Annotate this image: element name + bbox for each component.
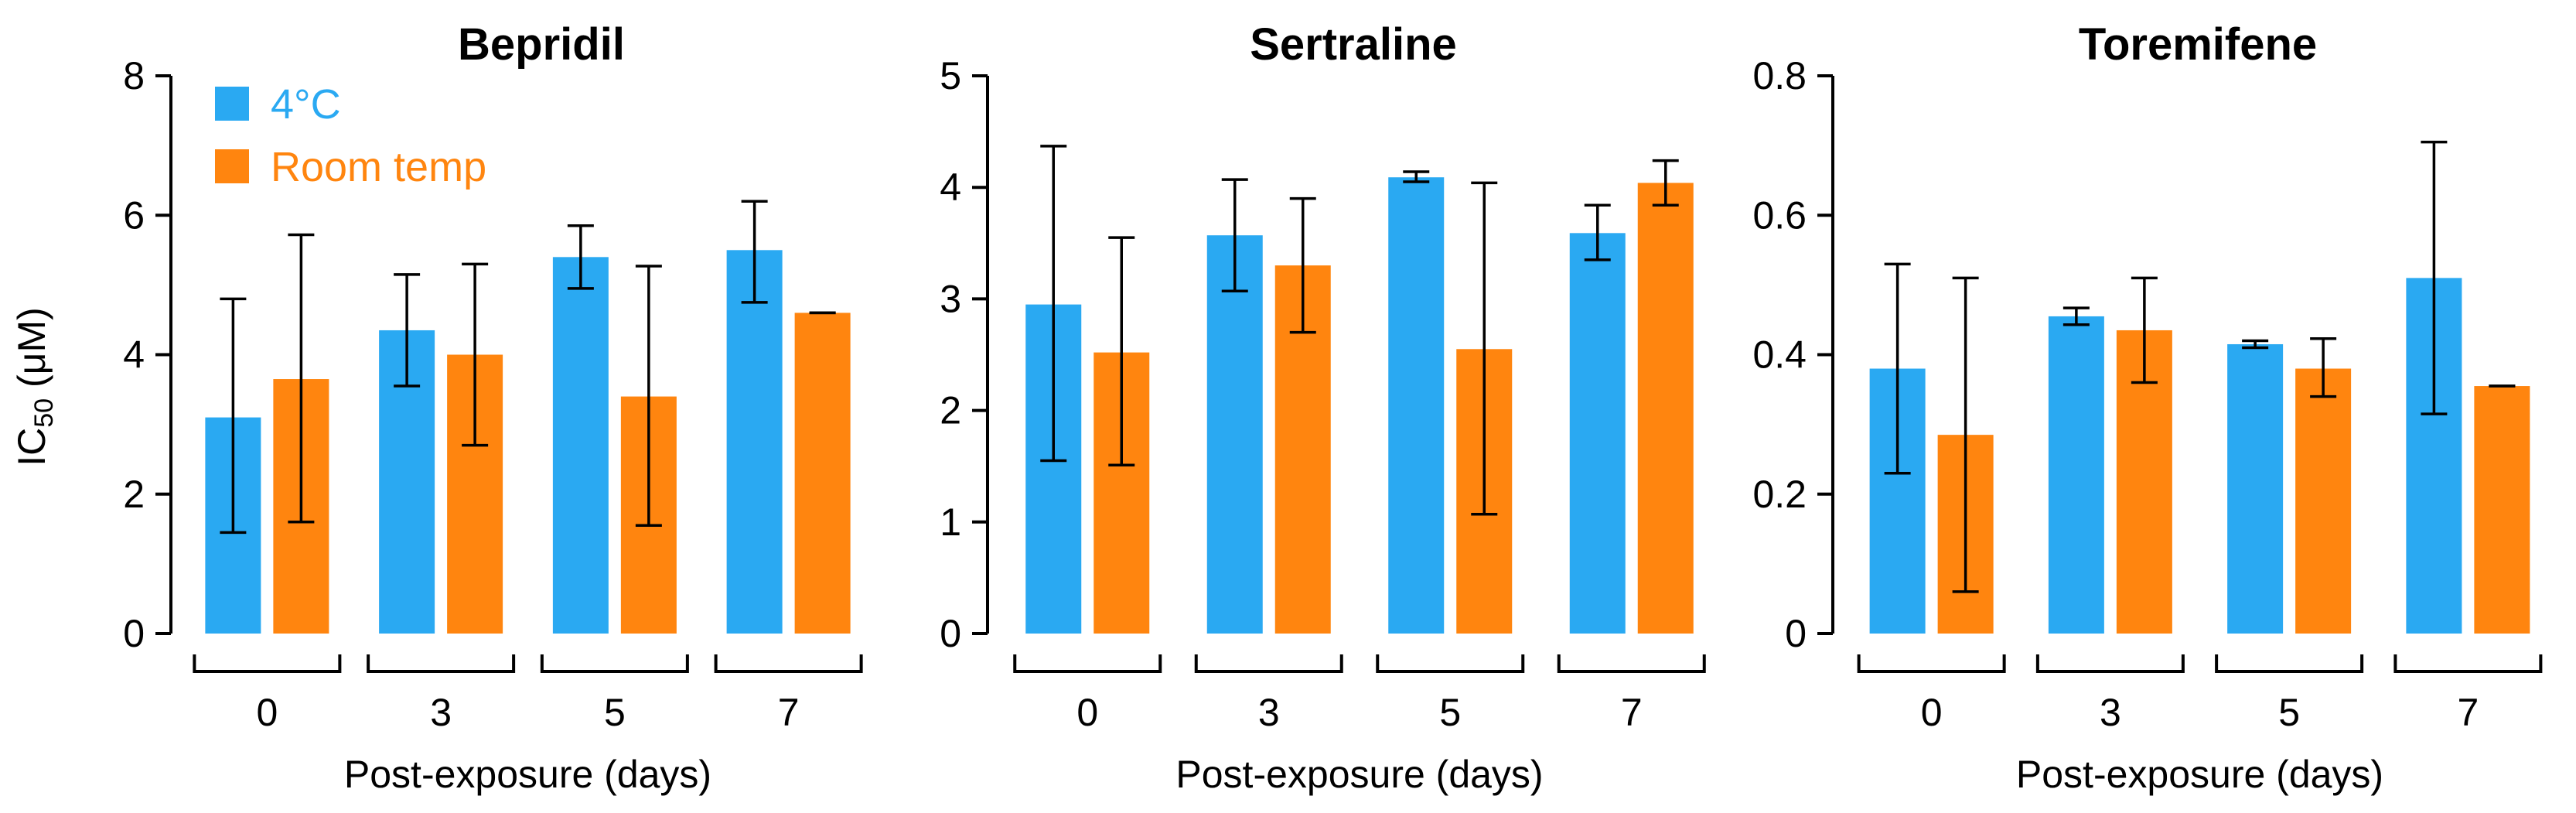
y-tick-label-bepridil-0: 0 bbox=[123, 612, 145, 655]
legend-swatch-room-temp bbox=[215, 149, 249, 183]
panel-toremifene: Toremifene 0 0.2 0.4 0.6 0.8 0 3 5 7 Post-exposure… bbox=[1752, 19, 2543, 796]
bar-sertraline-4c-day-5 bbox=[1388, 177, 1445, 634]
x-group-bracket-bepridil-day-3 bbox=[367, 654, 516, 673]
x-tick-label-sertraline-day-3: 3 bbox=[1258, 691, 1280, 734]
y-tick-label-bepridil-3: 6 bbox=[123, 193, 145, 237]
x-tick-label-bepridil-day-5: 5 bbox=[604, 691, 626, 734]
y-tick-label-bepridil-2: 4 bbox=[123, 333, 145, 377]
bar-bepridil-4c-day-5 bbox=[552, 257, 609, 634]
error-bar-bepridil-4c-day-0 bbox=[220, 297, 247, 535]
x-group-bracket-bepridil-day-7 bbox=[714, 654, 863, 673]
bar-bepridil-room-temp-day-7 bbox=[794, 313, 851, 634]
x-tick-label-sertraline-day-7: 7 bbox=[1621, 691, 1643, 734]
x-axis-label-bepridil: Post-exposure (days) bbox=[344, 753, 711, 796]
error-bar-bepridil-room-temp-day-0 bbox=[288, 233, 315, 524]
y-axis-label-unit: (μM) bbox=[10, 307, 53, 398]
x-group-bracket-toremifene-day-3 bbox=[2035, 654, 2185, 673]
panel-sertraline: Sertraline 0 1 2 3 4 5 0 3 5 7 Post-exposure (days) bbox=[940, 19, 1706, 796]
y-tick-label-sertraline-2: 2 bbox=[940, 389, 961, 432]
x-tick-label-toremifene-day-7: 7 bbox=[2457, 691, 2479, 734]
x-tick-label-bepridil-day-0: 0 bbox=[256, 691, 278, 734]
bar-toremifene-room-temp-day-7 bbox=[2474, 386, 2530, 634]
error-bar-sertraline-room-temp-day-5 bbox=[1471, 181, 1498, 516]
error-bar-sertraline-4c-day-5 bbox=[1403, 170, 1430, 183]
x-tick-label-toremifene-day-0: 0 bbox=[1921, 691, 1943, 734]
error-bar-sertraline-room-temp-day-7 bbox=[1652, 159, 1679, 207]
error-bar-toremifene-room-temp-day-5 bbox=[2310, 337, 2337, 398]
error-bar-sertraline-4c-day-7 bbox=[1584, 203, 1611, 261]
error-bar-toremifene-4c-day-5 bbox=[2242, 339, 2269, 350]
error-bar-bepridil-4c-day-7 bbox=[741, 200, 768, 304]
error-bar-toremifene-4c-day-0 bbox=[1884, 262, 1911, 475]
bar-sertraline-4c-day-3 bbox=[1206, 235, 1263, 634]
error-bar-sertraline-room-temp-day-3 bbox=[1289, 196, 1316, 334]
x-group-bracket-sertraline-day-5 bbox=[1376, 654, 1525, 673]
bar-toremifene-4c-day-5 bbox=[2227, 343, 2284, 634]
legend: 4°C Room temp bbox=[215, 81, 486, 190]
y-tick-label-toremifene-1: 0.2 bbox=[1752, 473, 1807, 516]
x-group-bracket-toremifene-day-7 bbox=[2393, 654, 2543, 673]
error-bar-bepridil-4c-day-5 bbox=[567, 224, 594, 290]
x-group-bracket-sertraline-day-7 bbox=[1557, 654, 1706, 673]
x-axis-label-toremifene: Post-exposure (days) bbox=[2016, 753, 2383, 796]
x-tick-label-sertraline-day-5: 5 bbox=[1439, 691, 1461, 734]
y-tick-label-sertraline-0: 0 bbox=[940, 612, 961, 655]
legend-label-room-temp: Room temp bbox=[271, 144, 486, 190]
chart-title-bepridil: Bepridil bbox=[458, 19, 625, 70]
error-bar-sertraline-4c-day-0 bbox=[1040, 145, 1067, 463]
x-tick-label-toremifene-day-5: 5 bbox=[2278, 691, 2300, 734]
y-tick-label-toremifene-0: 0 bbox=[1785, 612, 1807, 655]
y-tick-label-toremifene-2: 0.4 bbox=[1752, 333, 1807, 377]
y-tick-label-sertraline-3: 3 bbox=[940, 277, 961, 320]
chart-title-sertraline: Sertraline bbox=[1250, 19, 1457, 70]
error-bar-toremifene-4c-day-3 bbox=[2063, 306, 2090, 326]
y-tick-label-toremifene-3: 0.6 bbox=[1752, 193, 1807, 237]
x-group-bracket-bepridil-day-5 bbox=[540, 654, 689, 673]
x-group-bracket-sertraline-day-0 bbox=[1013, 654, 1162, 673]
x-group-bracket-bepridil-day-0 bbox=[193, 654, 342, 673]
x-group-bracket-sertraline-day-3 bbox=[1194, 654, 1343, 673]
x-tick-label-sertraline-day-0: 0 bbox=[1076, 691, 1098, 734]
x-tick-label-bepridil-day-3: 3 bbox=[430, 691, 452, 734]
error-bar-bepridil-room-temp-day-3 bbox=[462, 262, 489, 447]
x-group-bracket-toremifene-day-5 bbox=[2215, 654, 2364, 673]
y-tick-label-sertraline-4: 4 bbox=[940, 166, 961, 209]
chart-title-toremifene: Toremifene bbox=[2079, 19, 2317, 70]
error-bar-bepridil-4c-day-3 bbox=[394, 273, 421, 388]
x-tick-label-bepridil-day-7: 7 bbox=[778, 691, 800, 734]
error-bar-sertraline-4c-day-3 bbox=[1221, 178, 1248, 293]
x-tick-label-toremifene-day-3: 3 bbox=[2100, 691, 2121, 734]
y-tick-label-bepridil-4: 8 bbox=[123, 54, 145, 97]
x-group-bracket-toremifene-day-0 bbox=[1857, 654, 2006, 673]
bar-sertraline-4c-day-7 bbox=[1569, 233, 1626, 634]
bar-toremifene-4c-day-3 bbox=[2048, 316, 2104, 634]
legend-swatch-4c bbox=[215, 87, 249, 121]
legend-label-4c: 4°C bbox=[271, 81, 341, 128]
error-bar-toremifene-room-temp-day-0 bbox=[1952, 276, 1979, 593]
error-bar-toremifene-4c-day-7 bbox=[2421, 140, 2448, 415]
y-tick-label-sertraline-5: 5 bbox=[940, 54, 961, 97]
bar-sertraline-room-temp-day-7 bbox=[1637, 183, 1694, 634]
bar-bepridil-4c-day-7 bbox=[726, 250, 783, 634]
y-axis-label-main: IC bbox=[10, 428, 53, 466]
bar-toremifene-room-temp-day-5 bbox=[2295, 368, 2352, 634]
y-tick-label-bepridil-1: 2 bbox=[123, 473, 145, 516]
error-bar-bepridil-room-temp-day-5 bbox=[635, 265, 662, 528]
error-bar-sertraline-room-temp-day-0 bbox=[1108, 236, 1135, 467]
error-bar-toremifene-room-temp-day-3 bbox=[2131, 276, 2158, 384]
y-axis-label: IC50 (μM) bbox=[10, 307, 59, 466]
y-tick-label-toremifene-4: 0.8 bbox=[1752, 54, 1807, 97]
y-axis-label-subscript: 50 bbox=[29, 398, 59, 428]
y-tick-label-sertraline-1: 1 bbox=[940, 500, 961, 544]
x-axis-label-sertraline: Post-exposure (days) bbox=[1175, 753, 1543, 796]
panel-bepridil: Bepridil 0 2 4 6 8 0 3 5 7 Post-exposure (days) bbox=[123, 19, 863, 796]
